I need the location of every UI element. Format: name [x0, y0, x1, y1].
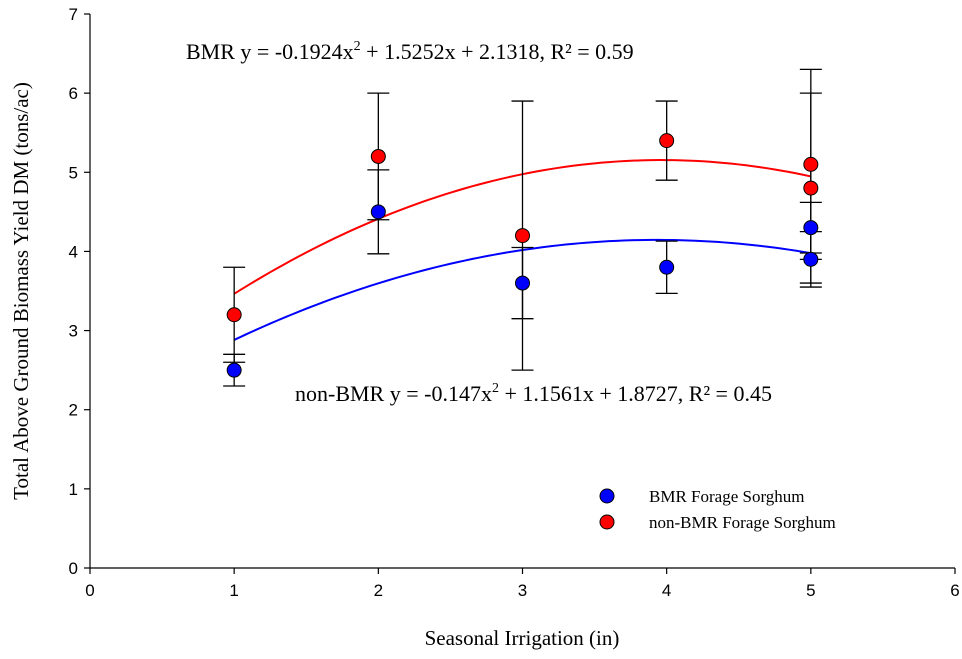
x-tick-label-0: 0: [85, 581, 94, 600]
legend-label-non-bmr: non-BMR Forage Sorghum: [649, 513, 836, 532]
y-tick-label-1: 1: [69, 480, 78, 499]
point-s0-p2: [515, 275, 530, 291]
axis-ticks: 0 1 2 3 4 5 6 0 1 2 3 4 5 6 7: [69, 5, 960, 600]
y-tick-label-4: 4: [69, 242, 78, 261]
point-s1-p5: [803, 180, 819, 196]
legend-marker-non-bmr: [599, 514, 615, 530]
y-tick-label-7: 7: [69, 5, 78, 24]
point-s0-p1: [370, 204, 386, 220]
point-s1-p2: [515, 228, 530, 244]
y-axis-label: Total Above Ground Biomass Yield DM (ton…: [9, 82, 33, 500]
y-tick-label-2: 2: [69, 401, 78, 420]
legend-marker-bmr: [599, 488, 615, 504]
point-s0-p0: [226, 362, 242, 378]
data-points: [226, 133, 819, 378]
point-s0-p5: [803, 251, 819, 267]
x-tick-label-2: 2: [374, 581, 383, 600]
point-s0-p4: [803, 220, 819, 236]
error-bars: [223, 68, 822, 387]
x-tick-label-3: 3: [518, 581, 527, 600]
x-tick-label-1: 1: [229, 581, 238, 600]
point-s1-p1: [370, 148, 386, 164]
point-s1-p4: [803, 156, 819, 172]
y-tick-label-6: 6: [69, 84, 78, 103]
x-axis-label: Seasonal Irrigation (in): [425, 626, 620, 650]
legend: BMR Forage Sorghum non-BMR Forage Sorghu…: [599, 487, 836, 532]
equation-bottom: non-BMR y = -0.147x2 + 1.1561x + 1.8727,…: [295, 381, 772, 406]
y-tick-label-0: 0: [69, 559, 78, 578]
point-s1-p0: [226, 307, 242, 323]
x-tick-label-4: 4: [662, 581, 671, 600]
point-s1-p3: [659, 133, 675, 149]
x-tick-label-5: 5: [806, 581, 815, 600]
y-tick-label-5: 5: [69, 163, 78, 182]
x-tick-label-6: 6: [950, 581, 959, 600]
point-s0-p3: [659, 259, 675, 275]
y-tick-label-3: 3: [69, 322, 78, 341]
legend-label-bmr: BMR Forage Sorghum: [649, 487, 805, 506]
equation-top: BMR y = -0.1924x2 + 1.5252x + 2.1318, R²…: [186, 39, 634, 64]
